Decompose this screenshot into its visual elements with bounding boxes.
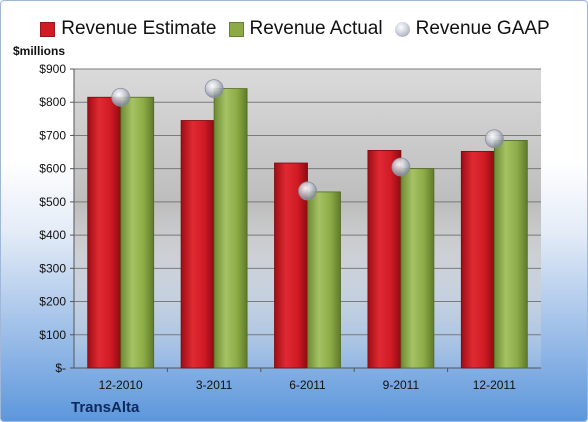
bar-revenue-actual: [120, 96, 155, 369]
y-tick-label: $800: [39, 95, 66, 109]
point-revenue-gaap: [111, 87, 131, 107]
legend: Revenue Estimate Revenue Actual Revenue …: [1, 15, 587, 43]
point-revenue-gaap: [204, 79, 224, 99]
y-tick-label: $900: [39, 62, 66, 76]
y-tick-label: $100: [39, 328, 66, 342]
y-tick-label: $500: [39, 195, 66, 209]
legend-swatch-revenue-actual: [228, 21, 244, 37]
y-unit-label: $millions: [13, 44, 66, 58]
y-tick-label: $700: [39, 128, 66, 142]
point-revenue-gaap: [298, 181, 317, 201]
bars: [87, 88, 528, 369]
legend-label-revenue-actual: Revenue Actual: [249, 18, 383, 39]
point-revenue-gaap: [484, 129, 504, 149]
x-tick-label: 6-2011: [289, 378, 326, 392]
y-tick-label: $200: [39, 295, 66, 309]
x-axis-ticks: 12-2010 3-2011 6-2011 9-2011 12-2011: [99, 368, 516, 392]
bar-revenue-actual: [493, 140, 528, 369]
y-tick-label: $-: [55, 361, 66, 375]
legend-item-revenue-estimate: Revenue Estimate: [40, 18, 217, 40]
bar-revenue-estimate: [180, 120, 215, 369]
legend-label-revenue-estimate: Revenue Estimate: [61, 18, 217, 39]
y-tick-label: $400: [39, 228, 66, 242]
y-tick-label: $600: [39, 162, 66, 176]
x-tick-label: 3-2011: [196, 378, 233, 392]
company-label: TransAlta: [71, 399, 140, 416]
legend-item-revenue-gaap: Revenue GAAP: [394, 18, 550, 40]
x-tick-label: 9-2011: [383, 378, 420, 392]
bar-revenue-actual: [400, 168, 435, 369]
bar-revenue-estimate: [87, 96, 122, 369]
legend-item-revenue-actual: Revenue Actual: [228, 18, 383, 40]
bar-revenue-estimate: [367, 149, 402, 369]
legend-swatch-revenue-gaap: [394, 21, 410, 37]
gaap-points: [111, 79, 504, 201]
x-tick-label: 12-2011: [473, 378, 516, 392]
bar-revenue-actual: [307, 191, 341, 369]
legend-swatch-revenue-estimate: [40, 21, 56, 37]
bar-revenue-actual: [213, 88, 248, 369]
point-revenue-gaap: [391, 157, 411, 177]
bar-revenue-estimate: [460, 150, 495, 369]
x-tick-label: 12-2010: [99, 378, 143, 392]
legend-label-revenue-gaap: Revenue GAAP: [415, 18, 550, 39]
y-tick-label: $300: [39, 261, 66, 275]
